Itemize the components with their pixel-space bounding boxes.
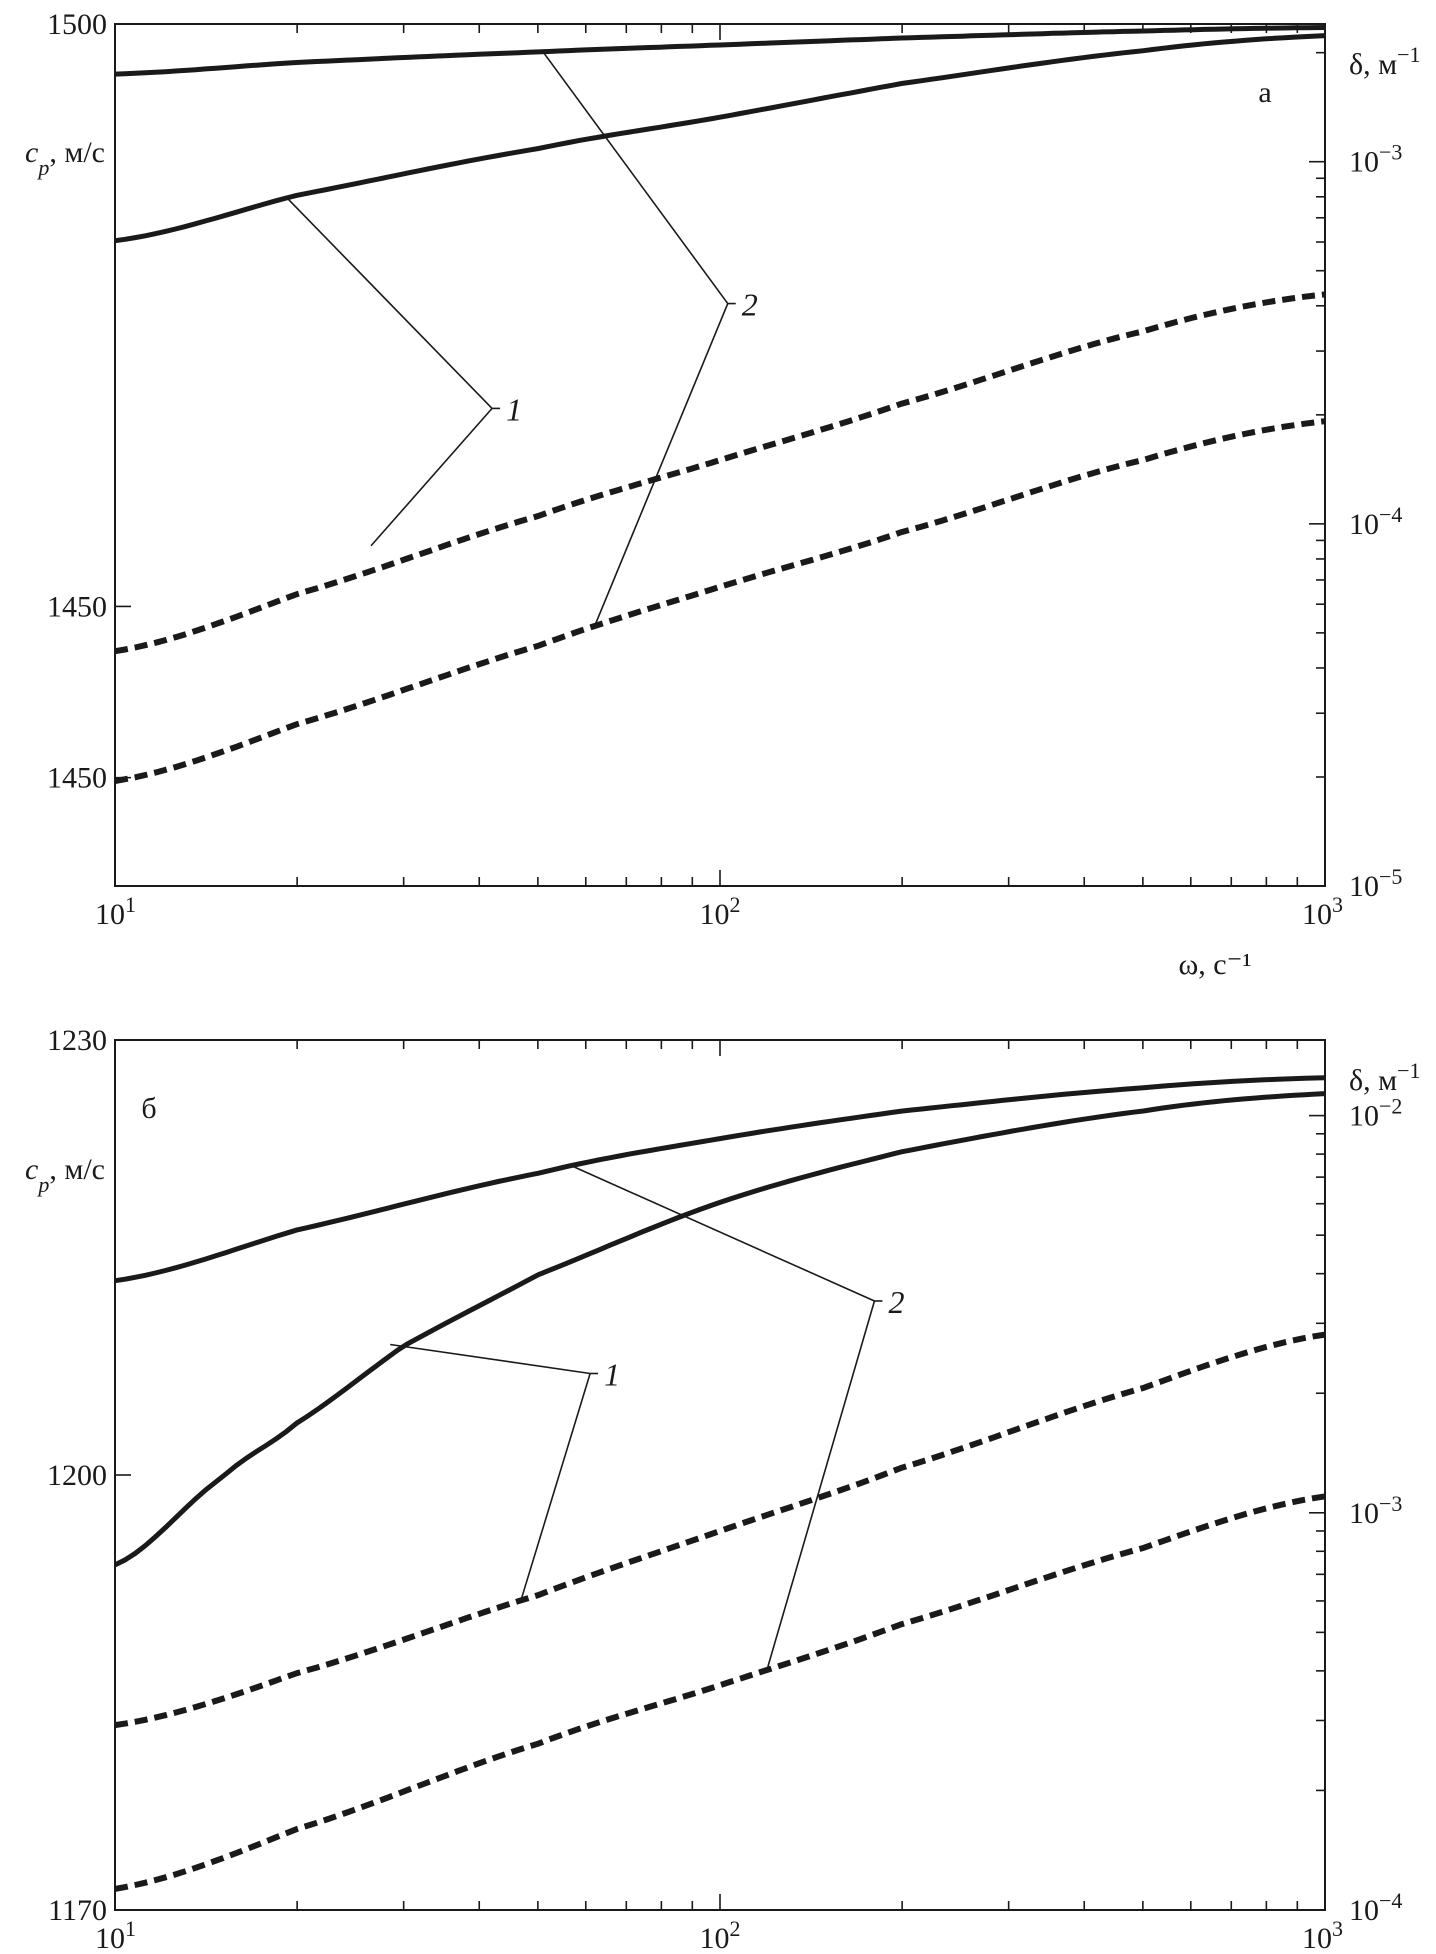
leader-line bbox=[520, 1373, 591, 1599]
y-right-tick-label: 10−4 bbox=[1349, 1888, 1402, 1928]
y-left-tick-label: 1500 bbox=[47, 8, 107, 41]
y-left-tick-label: 1230 bbox=[47, 1024, 107, 1057]
y-left-tick-label: 1450 bbox=[47, 762, 107, 795]
y-left-axis-label: cp, м/с bbox=[25, 136, 105, 180]
y-right-axis-label: δ, м−1 bbox=[1349, 1058, 1421, 1098]
y-right-tick-label: 10−3 bbox=[1349, 1490, 1402, 1530]
y-right-tick-label: 10−4 bbox=[1349, 501, 1402, 541]
series-speed-2 bbox=[114, 25, 1326, 77]
x-axis-label: ω, с⁻¹ bbox=[1179, 948, 1252, 981]
x-tick-label: 102 bbox=[700, 1916, 741, 1954]
plot-frame bbox=[114, 23, 1326, 887]
curve-label: 1 bbox=[506, 391, 522, 427]
leader-line bbox=[390, 1343, 591, 1375]
leader-line bbox=[767, 1300, 876, 1667]
curve-label: 2 bbox=[888, 1284, 904, 1320]
leader-line bbox=[370, 407, 493, 547]
series-speed-1 bbox=[113, 1091, 1326, 1568]
x-tick-label: 101 bbox=[95, 892, 136, 932]
series-attenuation-2 bbox=[114, 418, 1326, 784]
y-right-tick-label: 10−2 bbox=[1349, 1093, 1402, 1133]
x-tick-label: 103 bbox=[1302, 1916, 1343, 1954]
y-left-tick-label: 1200 bbox=[47, 1459, 107, 1492]
y-right-tick-label: 10−3 bbox=[1349, 139, 1402, 179]
chart-panel-1: 101 102 103 ω, с⁻¹ 1500 1450 1450 cp, м/с 10−3 10… bbox=[25, 8, 1421, 981]
y-right-axis-label: δ, м−1 bbox=[1349, 42, 1421, 82]
leader-line bbox=[571, 1165, 875, 1302]
series-speed-1 bbox=[114, 33, 1326, 244]
leader-line bbox=[287, 198, 493, 409]
x-tick-label: 102 bbox=[700, 892, 741, 932]
x-tick-label: 101 bbox=[95, 1916, 136, 1954]
panel-label: б bbox=[141, 1092, 156, 1125]
series-speed-2 bbox=[114, 1075, 1326, 1284]
series-attenuation-1 bbox=[114, 291, 1326, 655]
series-attenuation-1 bbox=[114, 1331, 1326, 1729]
y-left-tick-label: 1170 bbox=[48, 1894, 107, 1927]
leader-line bbox=[593, 303, 729, 628]
plot-frame bbox=[114, 1039, 1326, 1911]
x-tick-label: 103 bbox=[1302, 892, 1343, 932]
leader-line bbox=[542, 51, 729, 305]
y-left-tick-label: 1450 bbox=[47, 590, 107, 623]
panel-label: а bbox=[1258, 76, 1271, 109]
y-right-tick-label: 10−5 bbox=[1349, 864, 1402, 904]
curve-label: 1 bbox=[604, 1357, 620, 1393]
series-attenuation-2 bbox=[114, 1493, 1326, 1892]
curve-label: 2 bbox=[742, 287, 758, 323]
y-left-axis-label: cp, м/с bbox=[25, 1153, 105, 1197]
